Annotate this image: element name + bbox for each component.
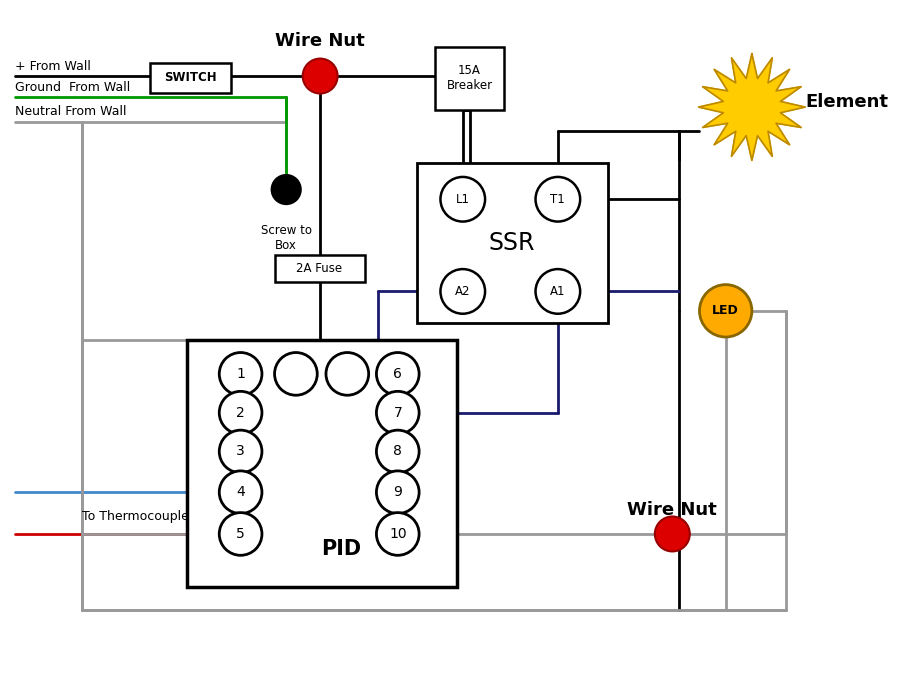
Circle shape xyxy=(440,177,485,221)
Circle shape xyxy=(220,471,262,514)
Text: To Thermocouple: To Thermocouple xyxy=(83,510,189,522)
Circle shape xyxy=(274,352,317,396)
Text: Element: Element xyxy=(806,93,888,111)
FancyBboxPatch shape xyxy=(274,254,364,281)
Text: A1: A1 xyxy=(550,285,565,298)
Circle shape xyxy=(376,392,419,434)
Text: PID: PID xyxy=(321,539,362,558)
Circle shape xyxy=(440,269,485,314)
Text: 8: 8 xyxy=(393,445,402,458)
Text: 7: 7 xyxy=(393,406,402,420)
Circle shape xyxy=(220,512,262,556)
FancyBboxPatch shape xyxy=(418,163,608,323)
FancyBboxPatch shape xyxy=(187,340,457,587)
Text: + From Wall: + From Wall xyxy=(14,60,90,73)
Circle shape xyxy=(536,177,580,221)
Text: LED: LED xyxy=(712,304,739,317)
Text: Wire Nut: Wire Nut xyxy=(275,32,365,50)
Text: 10: 10 xyxy=(389,527,407,541)
Text: 3: 3 xyxy=(236,445,245,458)
Circle shape xyxy=(536,269,580,314)
Text: Wire Nut: Wire Nut xyxy=(627,501,717,518)
Text: SSR: SSR xyxy=(489,231,536,255)
Circle shape xyxy=(699,285,752,337)
Text: Ground  From Wall: Ground From Wall xyxy=(14,81,130,95)
FancyBboxPatch shape xyxy=(150,63,231,92)
Circle shape xyxy=(220,392,262,434)
Text: 9: 9 xyxy=(393,485,402,500)
Circle shape xyxy=(302,59,338,94)
Text: 4: 4 xyxy=(236,485,245,500)
Text: 6: 6 xyxy=(393,367,402,381)
Text: Neutral From Wall: Neutral From Wall xyxy=(14,105,126,118)
Circle shape xyxy=(376,430,419,473)
Text: 5: 5 xyxy=(236,527,245,541)
Text: 15A
Breaker: 15A Breaker xyxy=(446,64,492,92)
Text: 2A Fuse: 2A Fuse xyxy=(296,262,342,275)
FancyBboxPatch shape xyxy=(435,47,505,110)
Text: L1: L1 xyxy=(455,193,470,206)
Text: SWITCH: SWITCH xyxy=(164,72,217,84)
Polygon shape xyxy=(698,54,806,161)
Text: 2: 2 xyxy=(236,406,245,420)
Text: T1: T1 xyxy=(551,193,565,206)
Text: Screw to
Box: Screw to Box xyxy=(261,223,311,252)
Circle shape xyxy=(220,352,262,396)
Circle shape xyxy=(376,352,419,396)
Circle shape xyxy=(220,430,262,473)
Circle shape xyxy=(376,512,419,556)
Circle shape xyxy=(272,175,301,204)
Text: 1: 1 xyxy=(236,367,245,381)
Circle shape xyxy=(655,516,689,551)
Circle shape xyxy=(326,352,369,396)
Text: A2: A2 xyxy=(455,285,471,298)
Circle shape xyxy=(376,471,419,514)
